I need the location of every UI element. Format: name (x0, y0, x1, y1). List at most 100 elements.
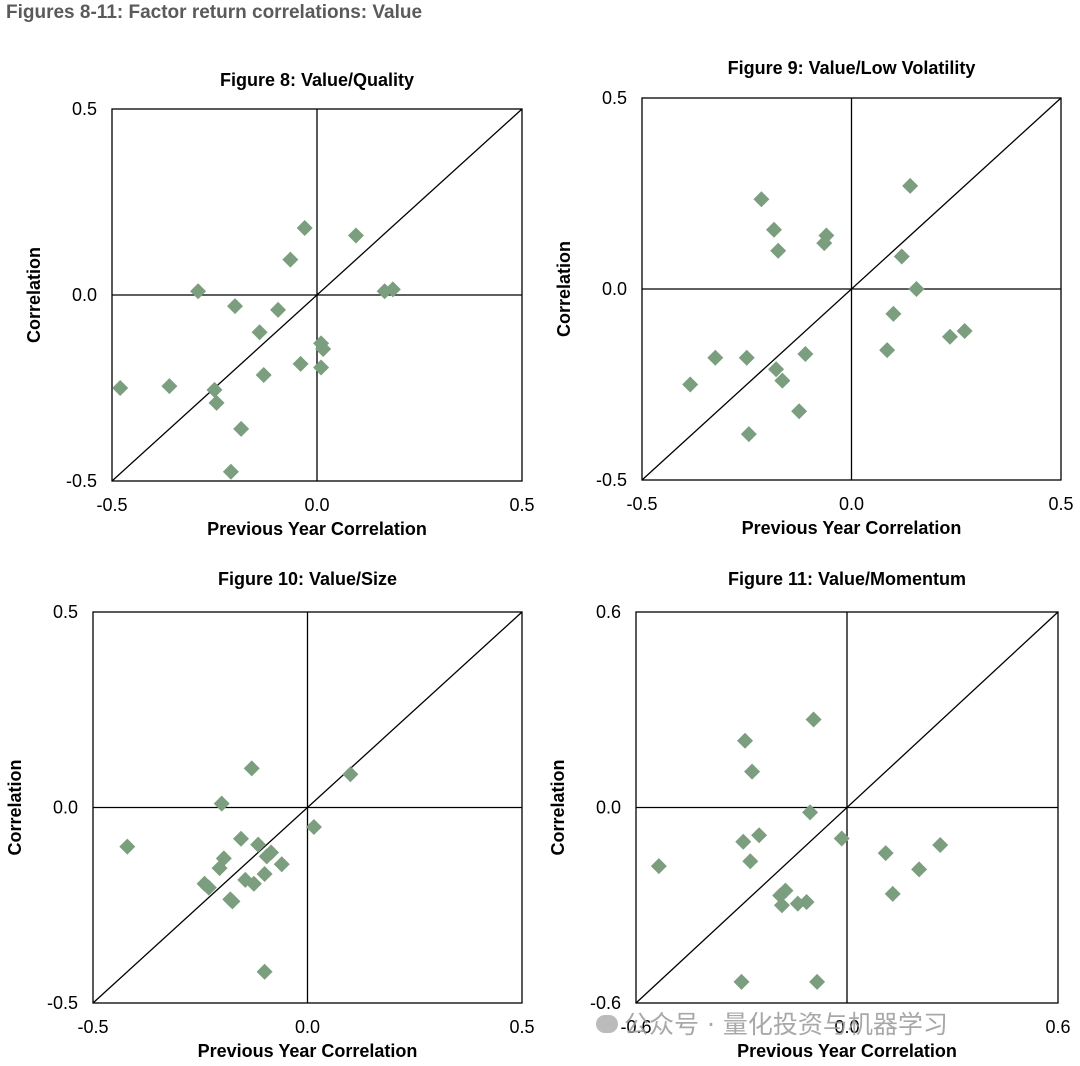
data-point (200, 879, 217, 896)
data-point (956, 323, 973, 340)
x-tick-label: 0.5 (509, 495, 534, 515)
data-point (941, 328, 958, 345)
watermark-text: 公众号 · 量化投资与机器学习 (624, 1010, 948, 1039)
y-tick-label: 0.0 (602, 279, 627, 299)
x-tick-label: 0.0 (834, 1017, 859, 1037)
data-point (384, 281, 401, 298)
watermark: 公众号 · 量化投资与机器学习 (596, 1005, 948, 1041)
data-point (885, 305, 902, 322)
data-point (224, 893, 241, 910)
data-point (256, 865, 273, 882)
data-point (884, 885, 901, 902)
y-tick-label: -0.5 (596, 470, 627, 490)
data-point (112, 380, 129, 396)
data-point (251, 324, 268, 341)
data-point (877, 845, 894, 862)
data-point (932, 836, 949, 853)
data-point (753, 191, 770, 208)
data-point (650, 858, 667, 875)
data-point (273, 856, 290, 873)
data-point (315, 340, 332, 357)
data-point (818, 227, 835, 244)
y-axis-label: Correlation (5, 759, 25, 855)
data-point (233, 830, 250, 847)
data-point (161, 378, 178, 395)
data-point (773, 897, 790, 914)
x-axis-label: Previous Year Correlation (198, 1041, 418, 1061)
data-point (744, 763, 761, 780)
y-tick-label: -0.6 (590, 993, 621, 1013)
data-point (768, 361, 785, 378)
page-title: Figures 8-11: Factor return correlations… (6, 2, 423, 23)
x-tick-label: -0.5 (96, 495, 127, 515)
data-point (740, 426, 757, 443)
x-tick-label: -0.5 (626, 494, 657, 514)
diagonal-line (92, 611, 523, 1004)
data-point (798, 893, 815, 910)
data-point (233, 420, 250, 437)
y-tick-label: 0.0 (72, 285, 97, 305)
chart-title: Figure 9: Value/Low Volatility (728, 58, 976, 78)
data-point (313, 359, 330, 376)
x-axis-label: Previous Year Correlation (742, 518, 962, 538)
data-point (791, 403, 808, 420)
data-point (908, 281, 925, 297)
chart-title: Figure 10: Value/Size (218, 569, 397, 589)
data-point (305, 819, 322, 836)
y-axis-label: Correlation (554, 241, 574, 337)
y-tick-label: 0.0 (596, 798, 621, 818)
data-point (245, 875, 262, 892)
y-tick-label: -0.5 (47, 993, 78, 1013)
diagonal-line (111, 108, 523, 482)
x-axis-label: Previous Year Correlation (207, 519, 427, 539)
chart-title: Figure 8: Value/Quality (220, 70, 414, 90)
data-point (733, 973, 750, 990)
y-axis-label: Correlation (548, 759, 568, 855)
data-point (707, 349, 724, 366)
data-point (879, 342, 896, 359)
x-tick-label: 0.0 (295, 1017, 320, 1037)
data-point (738, 349, 755, 366)
y-tick-label: 0.5 (602, 88, 627, 108)
data-point (250, 836, 267, 853)
data-point (255, 366, 272, 383)
data-point (342, 766, 359, 783)
data-point (227, 298, 243, 315)
y-tick-label: -0.5 (66, 471, 97, 491)
data-point (765, 221, 782, 238)
data-point (243, 760, 260, 777)
data-point (206, 381, 223, 398)
x-tick-label: -0.6 (620, 1017, 651, 1037)
y-tick-label: 0.5 (72, 99, 97, 119)
y-tick-label: 0.0 (53, 798, 78, 818)
data-point (737, 732, 754, 749)
x-tick-label: 0.5 (509, 1017, 534, 1037)
y-tick-label: 0.5 (53, 602, 78, 622)
data-point (292, 355, 309, 372)
data-point (208, 394, 225, 411)
y-axis-label: Correlation (24, 247, 44, 343)
data-point (222, 463, 239, 480)
data-point (805, 711, 822, 728)
data-point (119, 838, 136, 855)
x-tick-label: -0.5 (77, 1017, 108, 1037)
data-point (190, 283, 207, 300)
data-point (263, 844, 280, 861)
wechat-icon (596, 1015, 618, 1033)
data-point (742, 853, 759, 870)
x-tick-label: 0.6 (1045, 1017, 1070, 1037)
data-point (282, 251, 299, 268)
chart-title: Figure 11: Value/Momentum (728, 569, 966, 589)
data-point (797, 345, 814, 362)
data-point (751, 827, 768, 844)
data-point (215, 850, 232, 867)
data-point (911, 861, 928, 878)
data-point (213, 795, 230, 812)
data-point (902, 177, 919, 194)
x-tick-label: 0.5 (1048, 494, 1073, 514)
data-point (833, 830, 850, 847)
y-tick-label: 0.6 (596, 602, 621, 622)
